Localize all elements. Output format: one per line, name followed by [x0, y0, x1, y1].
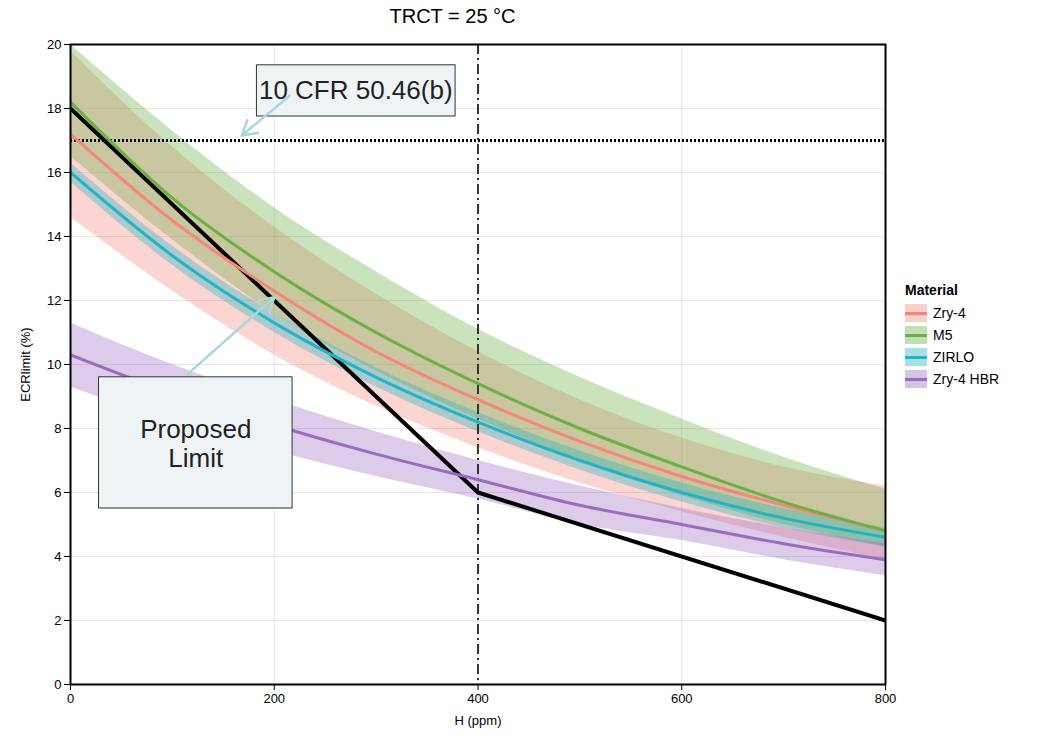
svg-text:ProposedLimit: ProposedLimit	[140, 414, 251, 474]
svg-text:ECRlimit (%): ECRlimit (%)	[18, 327, 33, 401]
svg-text:4: 4	[54, 549, 61, 564]
svg-text:14: 14	[47, 229, 61, 244]
svg-text:6: 6	[54, 485, 61, 500]
html-text:Zry-4: Zry-4	[933, 305, 966, 321]
svg-text:0: 0	[67, 691, 74, 706]
svg-text:2: 2	[54, 613, 61, 628]
html-text:Material: Material	[905, 282, 958, 298]
svg-text:H (ppm): H (ppm)	[455, 713, 502, 728]
svg-text:800: 800	[875, 691, 897, 706]
svg-text:10 CFR 50.46(b): 10 CFR 50.46(b)	[259, 75, 453, 105]
svg-text:400: 400	[467, 691, 489, 706]
svg-text:10: 10	[47, 357, 61, 372]
svg-text:8: 8	[54, 421, 61, 436]
svg-text:600: 600	[671, 691, 693, 706]
svg-text:16: 16	[47, 165, 61, 180]
svg-text:0: 0	[54, 677, 61, 692]
svg-text:12: 12	[47, 293, 61, 308]
html-text:M5: M5	[933, 327, 953, 343]
svg-text:20: 20	[47, 37, 61, 52]
html-text:ZIRLO: ZIRLO	[933, 349, 975, 365]
svg-text:18: 18	[47, 101, 61, 116]
html-text:TRCT = 25 °C: TRCT = 25 °C	[389, 5, 516, 27]
html-text:Zry-4 HBR: Zry-4 HBR	[933, 371, 1000, 387]
svg-text:200: 200	[263, 691, 285, 706]
